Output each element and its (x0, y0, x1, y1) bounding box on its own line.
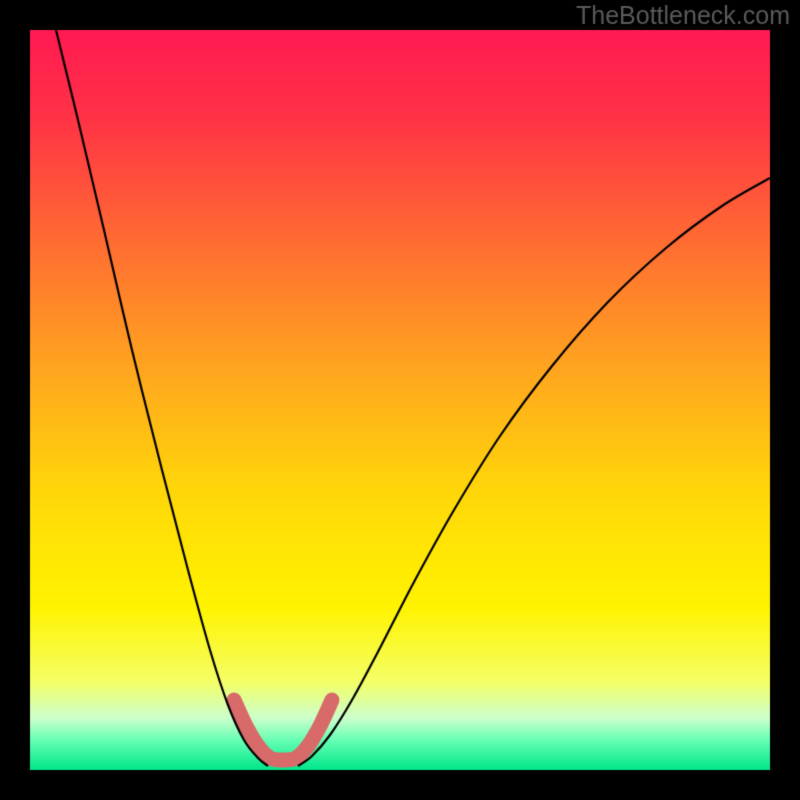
bottleneck-chart (0, 0, 800, 800)
